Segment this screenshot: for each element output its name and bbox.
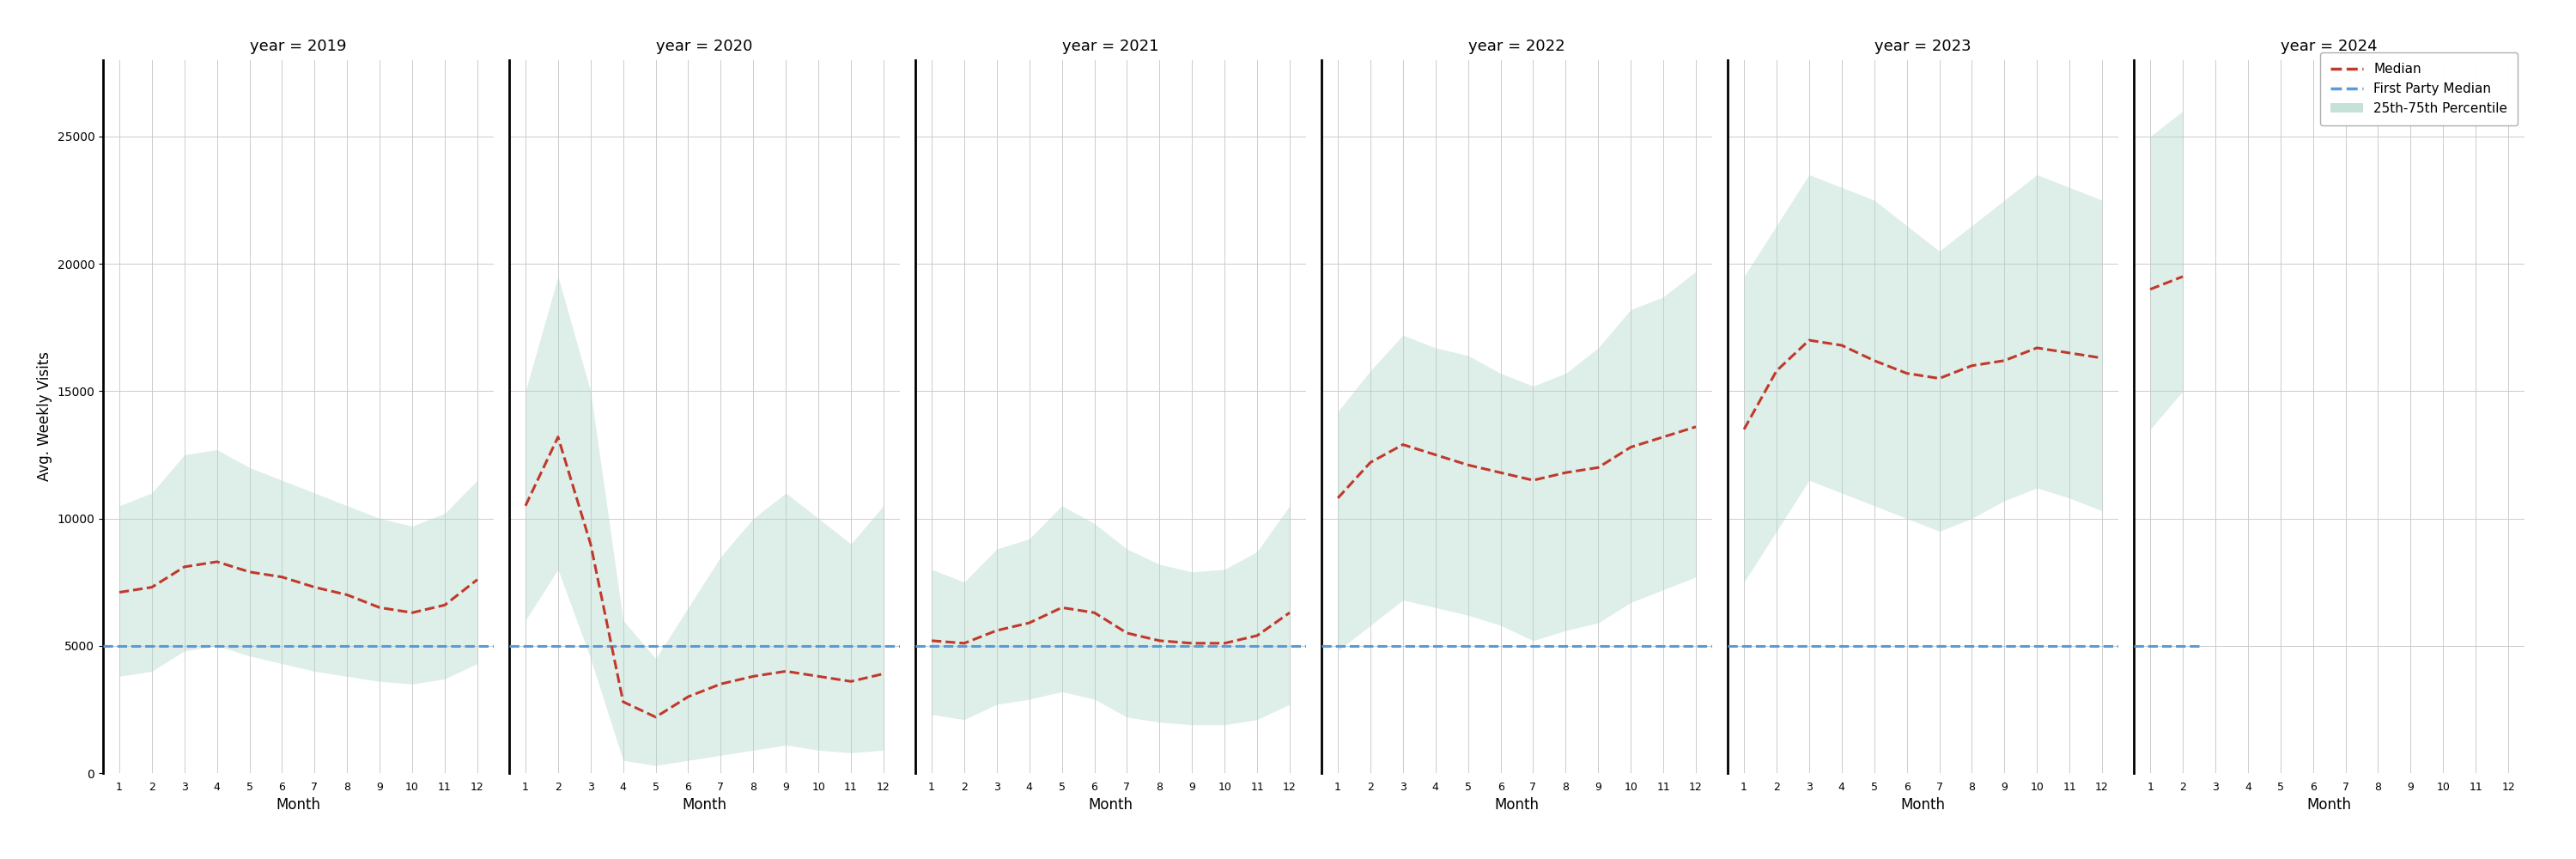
Title: year = 2020: year = 2020 [657,39,752,54]
Title: year = 2021: year = 2021 [1061,39,1159,54]
Title: year = 2019: year = 2019 [250,39,348,54]
X-axis label: Month: Month [683,797,726,813]
X-axis label: Month: Month [1901,797,1945,813]
Title: year = 2023: year = 2023 [1875,39,1971,54]
X-axis label: Month: Month [1087,797,1133,813]
Title: year = 2024: year = 2024 [2280,39,2378,54]
Legend: Median, First Party Median, 25th-75th Percentile: Median, First Party Median, 25th-75th Pe… [2318,52,2517,125]
X-axis label: Month: Month [1494,797,1540,813]
X-axis label: Month: Month [2308,797,2352,813]
X-axis label: Month: Month [276,797,319,813]
Y-axis label: Avg. Weekly Visits: Avg. Weekly Visits [36,352,52,481]
Title: year = 2022: year = 2022 [1468,39,1566,54]
